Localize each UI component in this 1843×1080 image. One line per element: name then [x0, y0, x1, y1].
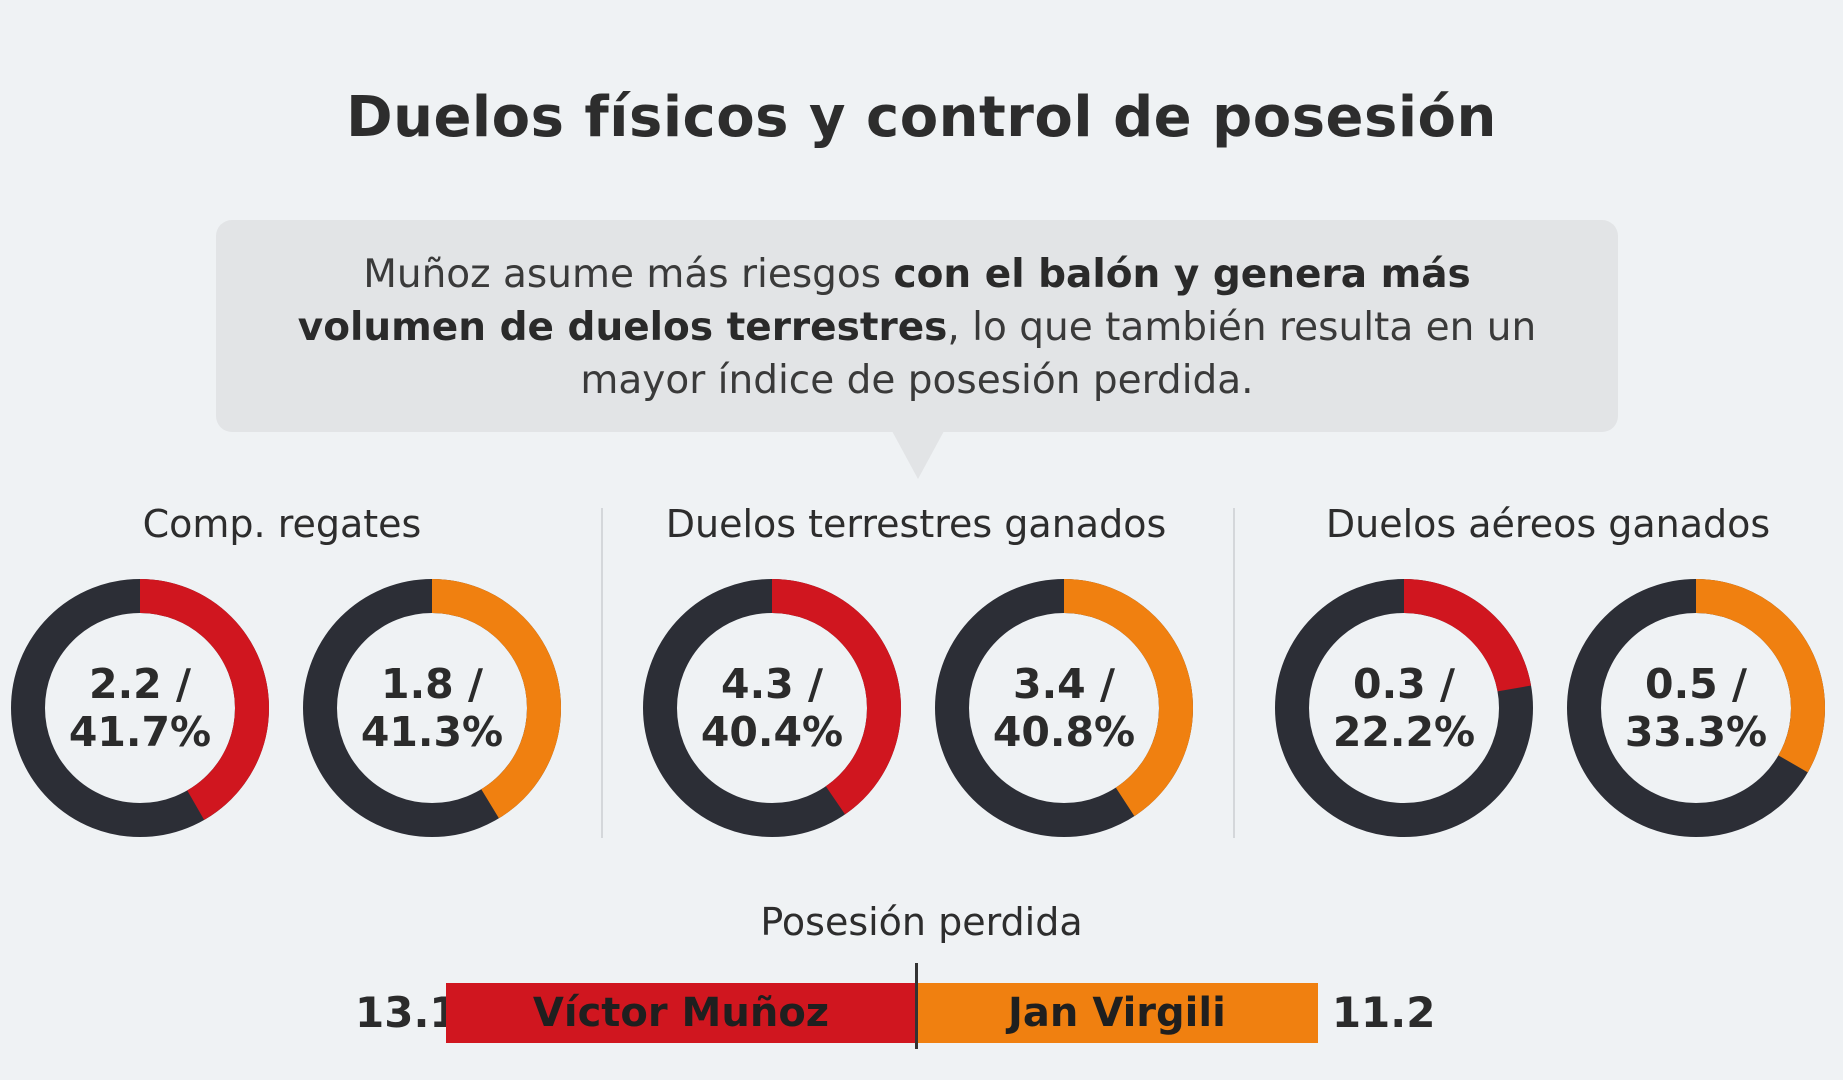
donut-value-label: 3.4 / [1013, 660, 1115, 708]
donut-aereos-virgili: 0.5 / 33.3% [1566, 578, 1826, 838]
section-divider [1233, 508, 1235, 838]
donut-percent-label: 41.3% [360, 708, 504, 756]
callout-text-part2: , lo que también resulta en un mayor índ… [580, 305, 1537, 403]
donut-value-arc [1567, 579, 1825, 837]
section-title-terrestres: Duelos terrestres ganados [665, 502, 1167, 546]
donut-regates-munoz: 2.2 / 41.7% [10, 578, 270, 838]
possession-value-munoz: 13.1 [355, 988, 459, 1037]
donut-label: 3.4 / 40.8% [934, 578, 1194, 838]
donut-percent-label: 33.3% [1624, 708, 1768, 756]
donut-label: 2.2 / 41.7% [10, 578, 270, 838]
callout-text-bold: con el balón y genera más volumen de due… [297, 252, 1471, 350]
donut-value-label: 0.3 / [1353, 660, 1455, 708]
donut-terrestres-virgili: 3.4 / 40.8% [934, 578, 1194, 838]
page-title: Duelos físicos y control de posesión [346, 85, 1497, 150]
possession-center-line [915, 963, 918, 1049]
donut-ring [11, 579, 269, 837]
donut-value-arc [643, 579, 901, 837]
donut-label: 0.5 / 33.3% [1566, 578, 1826, 838]
donut-ring [643, 579, 901, 837]
donut-percent-label: 22.2% [1332, 708, 1476, 756]
donut-value-label: 1.8 / [381, 660, 483, 708]
donut-value-label: 4.3 / [721, 660, 823, 708]
callout-tail [892, 431, 944, 479]
possession-title: Posesión perdida [760, 900, 1083, 944]
donut-ring [1567, 579, 1825, 837]
possession-bar-munoz: Víctor Muñoz [446, 983, 916, 1043]
donut-value-label: 2.2 / [89, 660, 191, 708]
donut-label: 4.3 / 40.4% [642, 578, 902, 838]
donut-regates-virgili: 1.8 / 41.3% [302, 578, 562, 838]
donut-percent-label: 40.4% [700, 708, 844, 756]
donut-value-arc [935, 579, 1193, 837]
donut-percent-label: 40.8% [992, 708, 1136, 756]
donut-value-arc [303, 579, 561, 837]
donut-terrestres-munoz: 4.3 / 40.4% [642, 578, 902, 838]
donut-value-label: 0.5 / [1645, 660, 1747, 708]
donut-ring [935, 579, 1193, 837]
possession-value-virgili: 11.2 [1331, 988, 1436, 1037]
donut-value-arc [11, 579, 269, 837]
callout-bubble: Muñoz asume más riesgos con el balón y g… [216, 220, 1618, 432]
donut-ring [303, 579, 561, 837]
donut-ring [1275, 579, 1533, 837]
section-title-regates: Comp. regates [142, 502, 422, 546]
donut-percent-label: 41.7% [68, 708, 212, 756]
donut-aereos-munoz: 0.3 / 22.2% [1274, 578, 1534, 838]
section-title-aereos: Duelos aéreos ganados [1325, 502, 1771, 546]
possession-bar-virgili: Jan Virgili [916, 983, 1318, 1043]
possession-bar-label-virgili: Jan Virgili [1008, 990, 1226, 1036]
donut-label: 1.8 / 41.3% [302, 578, 562, 838]
possession-bar-label-munoz: Víctor Muñoz [532, 990, 830, 1036]
donut-value-arc [1275, 579, 1533, 837]
donut-label: 0.3 / 22.2% [1274, 578, 1534, 838]
section-divider [601, 508, 603, 838]
callout-text-part1: Muñoz asume más riesgos [363, 252, 894, 297]
